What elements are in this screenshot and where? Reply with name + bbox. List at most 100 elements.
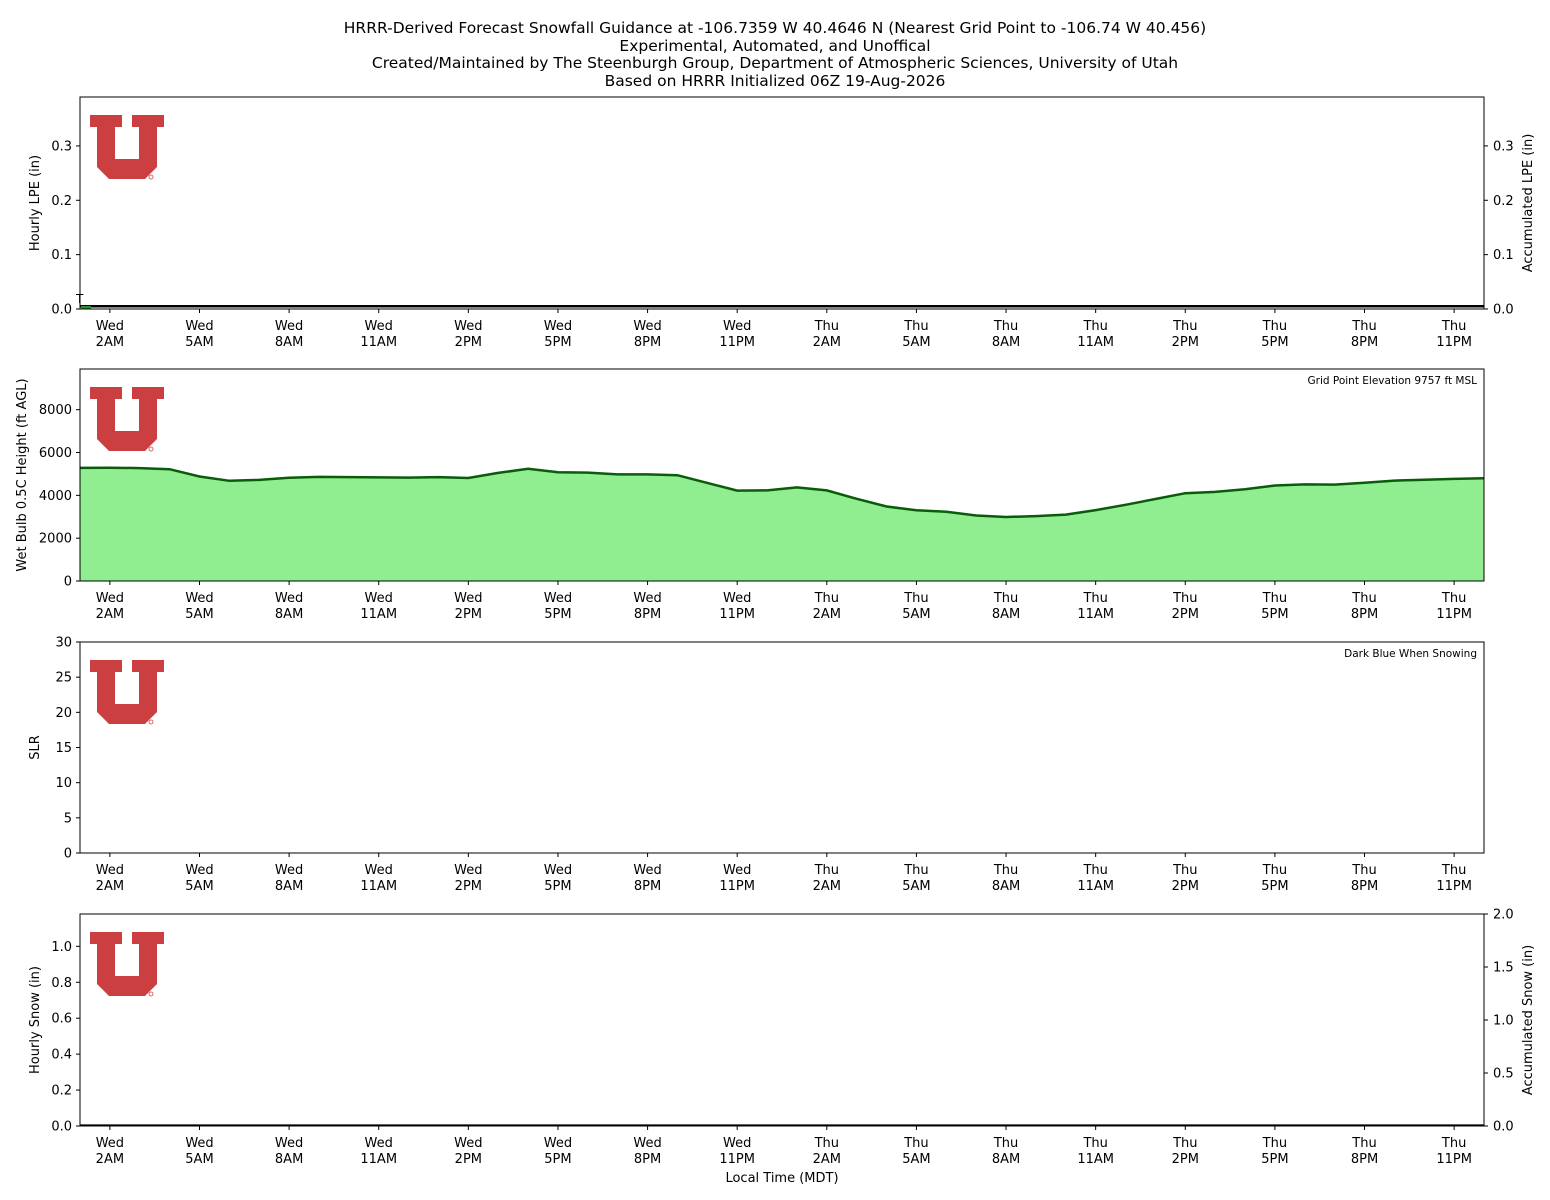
x-tick-label-time: 11PM <box>719 607 755 622</box>
x-tick-label-time: 2AM <box>96 607 124 622</box>
y2-tick-label: 0.1 <box>1493 248 1514 263</box>
x-tick-label-day: Wed <box>185 591 213 606</box>
x-tick-label-time: 8PM <box>634 335 661 350</box>
x-tick-label-day: Wed <box>454 591 482 606</box>
x-tick-label-day: Thu <box>1441 591 1466 606</box>
x-tick-label-day: Thu <box>993 1136 1018 1151</box>
x-tick-label-time: 11AM <box>1077 607 1114 622</box>
x-tick-label-day: Wed <box>544 863 572 878</box>
x-tick-label-day: Thu <box>1351 591 1376 606</box>
x-tick-label-day: Thu <box>993 863 1018 878</box>
plot-frame <box>79 913 1485 1127</box>
y-tick-label: 0 <box>64 575 72 590</box>
hourly-lpe-trace-bar <box>81 306 91 309</box>
x-tick-label-time: 2AM <box>813 879 841 894</box>
x-tick-label-day: Wed <box>723 1136 751 1151</box>
y-tick-label: 0.6 <box>51 1012 72 1027</box>
y-axis-label: Wet Bulb 0.5C Height (ft AGL) <box>15 378 30 571</box>
x-tick-label-time: 11PM <box>1436 335 1472 350</box>
x-tick-label-time: 8AM <box>992 1152 1020 1167</box>
panel-annotation: Dark Blue When Snowing <box>1344 648 1477 660</box>
x-tick-label-day: Thu <box>903 591 928 606</box>
x-tick-label-time: 2AM <box>96 879 124 894</box>
x-tick-label-day: Thu <box>1441 1136 1466 1151</box>
wetbulb-height-line <box>79 466 1485 519</box>
x-tick-label-time: 11PM <box>1436 607 1472 622</box>
x-tick-label-time: 11AM <box>360 335 397 350</box>
x-tick-label-time: 5AM <box>185 879 213 894</box>
university-of-utah-logo <box>90 660 164 724</box>
x-tick-label-time: 2PM <box>455 879 482 894</box>
x-tick-label-time: 5PM <box>1261 335 1288 350</box>
wetbulb-area-fill <box>80 467 1484 581</box>
x-tick-label-time: 2PM <box>455 607 482 622</box>
x-tick-label-time: 8PM <box>1351 1152 1378 1167</box>
panel-snow: 0.00.20.40.60.81.00.00.51.01.52.0Wed2AMW… <box>28 908 1536 1187</box>
x-tick-label-day: Thu <box>1441 319 1466 334</box>
y-tick-label: 0.1 <box>51 248 72 263</box>
x-tick-label-day: Wed <box>365 319 393 334</box>
x-tick-label-day: Thu <box>1351 1136 1376 1151</box>
y-tick-label: 2000 <box>39 532 72 547</box>
registered-mark-icon <box>148 174 154 180</box>
registered-mark-icon <box>148 446 154 452</box>
y-axis-label: SLR <box>28 735 43 760</box>
x-tick-label-time: 8AM <box>275 879 303 894</box>
x-tick-label-day: Wed <box>723 319 751 334</box>
x-tick-label-day: Wed <box>454 863 482 878</box>
x-tick-label-time: 5AM <box>185 1152 213 1167</box>
x-tick-label-time: 8PM <box>1351 607 1378 622</box>
x-tick-label-time: 5AM <box>185 335 213 350</box>
x-tick-label-day: Wed <box>723 591 751 606</box>
x-tick-label-time: 5PM <box>1261 879 1288 894</box>
y-axis-label: Hourly LPE (in) <box>28 155 43 251</box>
y-tick-label: 20 <box>55 706 72 721</box>
y2-tick-label: 1.0 <box>1493 1014 1514 1029</box>
x-tick-label-time: 2AM <box>96 1152 124 1167</box>
x-tick-label-day: Wed <box>633 863 661 878</box>
x-tick-label-day: Wed <box>544 591 572 606</box>
x-tick-label-day: Thu <box>993 319 1018 334</box>
x-tick-label-day: Thu <box>903 863 928 878</box>
x-tick-label-time: 5AM <box>902 879 930 894</box>
x-tick-label-day: Wed <box>185 319 213 334</box>
x-tick-label-day: Wed <box>96 591 124 606</box>
y-tick-label: 0.3 <box>51 139 72 154</box>
x-tick-label-time: 11PM <box>719 1152 755 1167</box>
x-tick-label-time: 8PM <box>634 1152 661 1167</box>
y-tick-label: 5 <box>64 811 72 826</box>
y2-tick-label: 0.2 <box>1493 194 1514 209</box>
x-tick-label-day: Thu <box>1262 319 1287 334</box>
x-tick-label-day: Wed <box>96 319 124 334</box>
y2-tick-label: 1.5 <box>1493 961 1514 976</box>
x-tick-label-time: 5AM <box>185 607 213 622</box>
x-tick-label-time: 11AM <box>1077 879 1114 894</box>
figure-title: HRRR-Derived Forecast Snowfall Guidance … <box>0 19 1550 90</box>
university-of-utah-logo <box>90 932 164 996</box>
x-tick-label-time: 11AM <box>360 607 397 622</box>
x-tick-label-time: 11PM <box>719 335 755 350</box>
x-tick-label-time: 11AM <box>1077 1152 1114 1167</box>
x-tick-label-day: Wed <box>544 319 572 334</box>
x-tick-label-day: Thu <box>1441 863 1466 878</box>
x-tick-label-time: 5AM <box>902 1152 930 1167</box>
x-tick-label-time: 5PM <box>544 607 571 622</box>
x-tick-label-day: Wed <box>723 863 751 878</box>
x-tick-label-day: Thu <box>1082 319 1107 334</box>
x-tick-label-day: Thu <box>1262 863 1287 878</box>
x-tick-label-time: 2PM <box>1172 335 1199 350</box>
y-tick-label: 25 <box>55 671 72 686</box>
x-tick-label-day: Thu <box>1172 591 1197 606</box>
x-tick-label-day: Wed <box>185 1136 213 1151</box>
x-tick-label-time: 11AM <box>360 879 397 894</box>
x-tick-label-day: Wed <box>96 863 124 878</box>
y2-axis-label: Accumulated Snow (in) <box>1521 945 1536 1095</box>
y-tick-label: 0.0 <box>51 303 72 318</box>
x-tick-label-time: 2AM <box>813 335 841 350</box>
title-line-4: Based on HRRR Initialized 06Z 19-Aug-202… <box>604 71 946 90</box>
x-tick-label-time: 5PM <box>544 879 571 894</box>
x-tick-label-day: Thu <box>903 1136 928 1151</box>
x-tick-label-day: Thu <box>1351 319 1376 334</box>
x-tick-label-day: Wed <box>275 863 303 878</box>
